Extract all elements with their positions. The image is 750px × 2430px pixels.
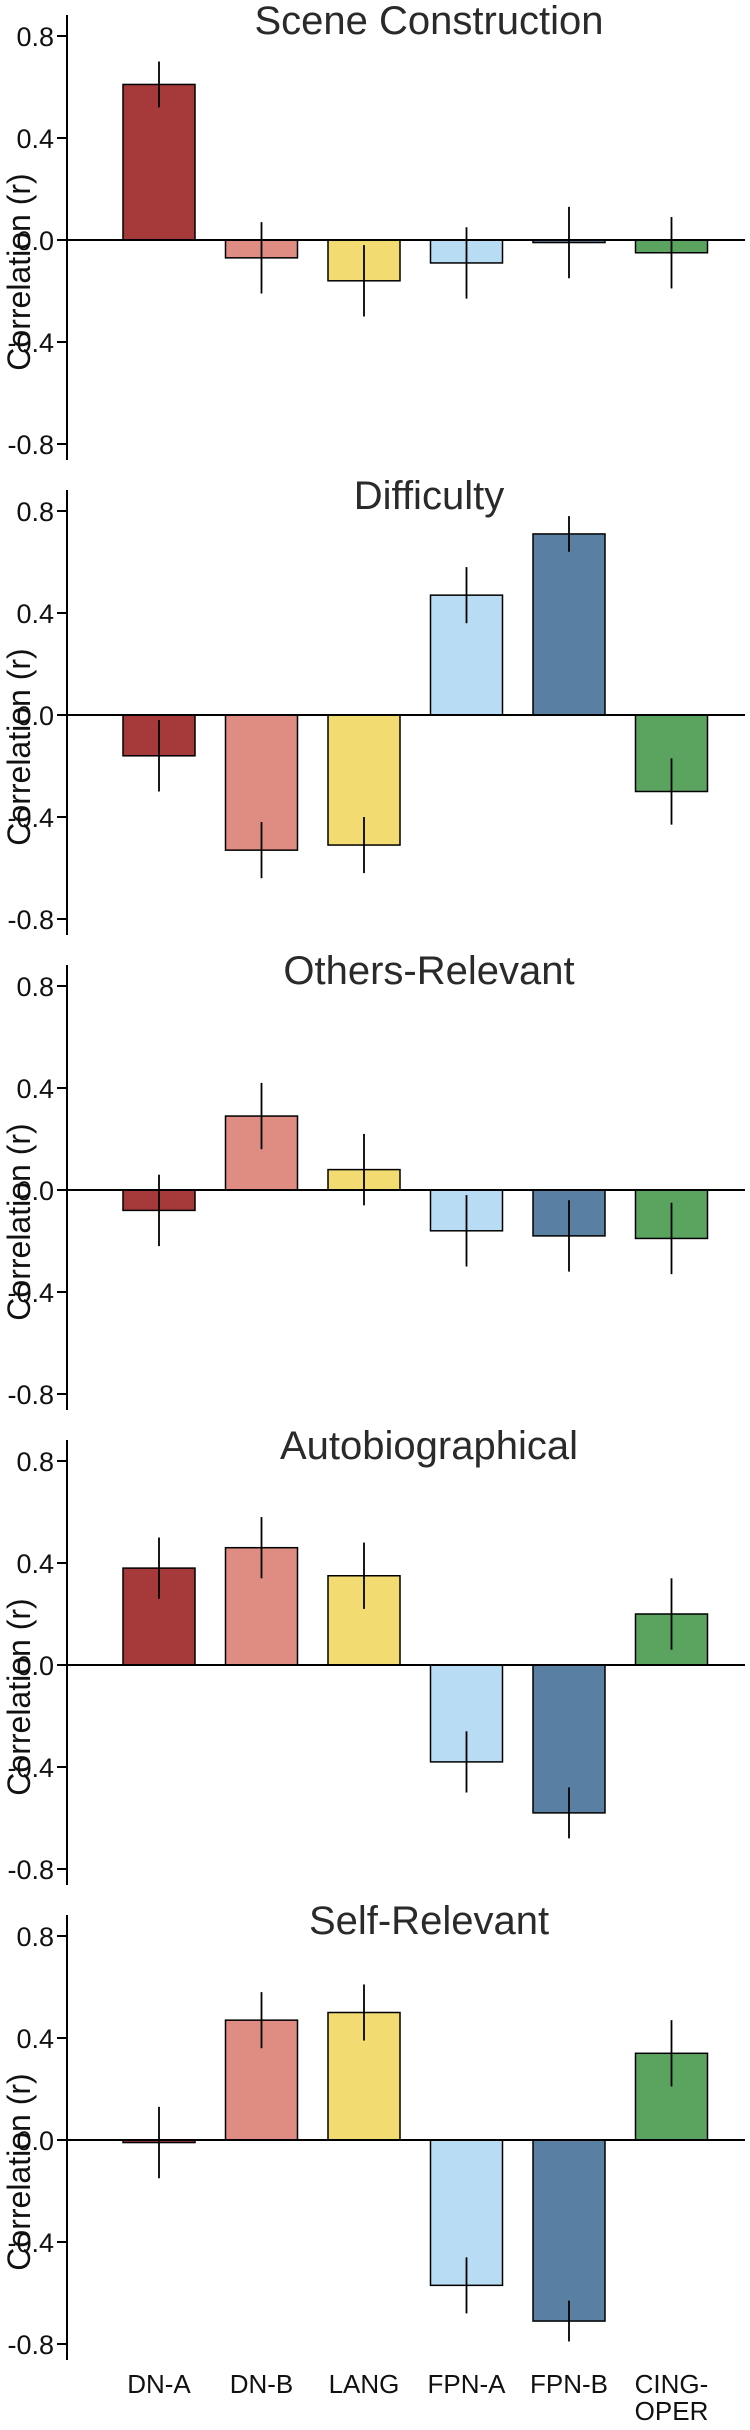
y-tick-label: 0.8 <box>16 1922 54 1952</box>
chart-title: Autobiographical <box>280 1424 578 1468</box>
y-tick-label: -0.8 <box>7 1380 54 1410</box>
chart-title: Self-Relevant <box>309 1899 549 1943</box>
y-tick-label: 0.4 <box>16 1074 54 1104</box>
category-label-line: FPN-A <box>428 2369 507 2399</box>
chart-title: Others-Relevant <box>283 949 574 993</box>
y-tick-label: -0.4 <box>7 1278 54 1308</box>
y-tick-label: 0.4 <box>16 599 54 629</box>
y-axis-label: Correlation (r) <box>1 173 37 370</box>
bar-fpn-b <box>532 2139 606 2322</box>
y-tick-label: -0.8 <box>7 1855 54 1885</box>
y-tick-label: 0.0 <box>16 2126 54 2156</box>
category-label-line: CING- <box>635 2369 709 2399</box>
category-label: CING-OPER <box>635 2369 709 2426</box>
y-axis-label: Correlation (r) <box>1 1123 37 1320</box>
category-label-line: FPN-B <box>530 2369 608 2399</box>
y-tick-label: -0.4 <box>7 328 54 358</box>
chart-panel-3: Others-Relevant Correlation (r) 0.8 0.4 0.0 -… <box>1 949 745 1410</box>
category-label: FPN-A <box>428 2369 507 2399</box>
y-tick-label: -0.8 <box>7 430 54 460</box>
y-tick-label: 0.4 <box>16 1549 54 1579</box>
y-tick-label: 0.0 <box>16 1651 54 1681</box>
y-tick-label: 0.8 <box>16 972 54 1002</box>
category-label-line: DN-A <box>127 2369 191 2399</box>
chart-panel-5: Self-Relevant Correlation (r) 0.8 0.4 0.0 -0.… <box>1 1899 745 2360</box>
category-label-line: OPER <box>635 2396 709 2426</box>
y-tick-label: 0.0 <box>16 701 54 731</box>
y-tick-label: 0.8 <box>16 22 54 52</box>
y-tick-label: 0.0 <box>16 1176 54 1206</box>
y-tick-label: -0.4 <box>7 803 54 833</box>
category-label: DN-A <box>127 2369 191 2399</box>
y-tick-label: -0.4 <box>7 1753 54 1783</box>
y-tick-label: 0.0 <box>16 226 54 256</box>
y-axis-label: Correlation (r) <box>1 648 37 845</box>
y-axis-label: Correlation (r) <box>1 1598 37 1795</box>
category-label-line: DN-B <box>230 2369 294 2399</box>
chart-panel-4: Autobiographical Correlation (r) 0.8 0.4 0.0… <box>1 1424 745 1885</box>
y-tick-label: 0.8 <box>16 497 54 527</box>
y-axis-label: Correlation (r) <box>1 2073 37 2270</box>
y-tick-label: 0.4 <box>16 2024 54 2054</box>
y-tick-label: 0.8 <box>16 1447 54 1477</box>
y-tick-label: 0.4 <box>16 124 54 154</box>
y-tick-label: -0.8 <box>7 2330 54 2360</box>
y-tick-label: -0.4 <box>7 2228 54 2258</box>
bar-fpn-b <box>532 533 606 716</box>
chart-panel-2: Difficulty Correlation (r) 0.8 0.4 0.0 -0.4 -0… <box>1 474 745 935</box>
chart-title: Scene Construction <box>254 0 603 43</box>
category-label: FPN-B <box>530 2369 608 2399</box>
chart-panel-1: Scene Construction Correlation (r) 0.8 0.4 0… <box>1 0 745 460</box>
category-label-line: LANG <box>329 2369 400 2399</box>
y-tick-label: -0.8 <box>7 905 54 935</box>
category-label: LANG <box>329 2369 400 2399</box>
bar-dn-a <box>122 83 196 241</box>
chart-title: Difficulty <box>354 474 504 518</box>
category-label: DN-B <box>230 2369 294 2399</box>
